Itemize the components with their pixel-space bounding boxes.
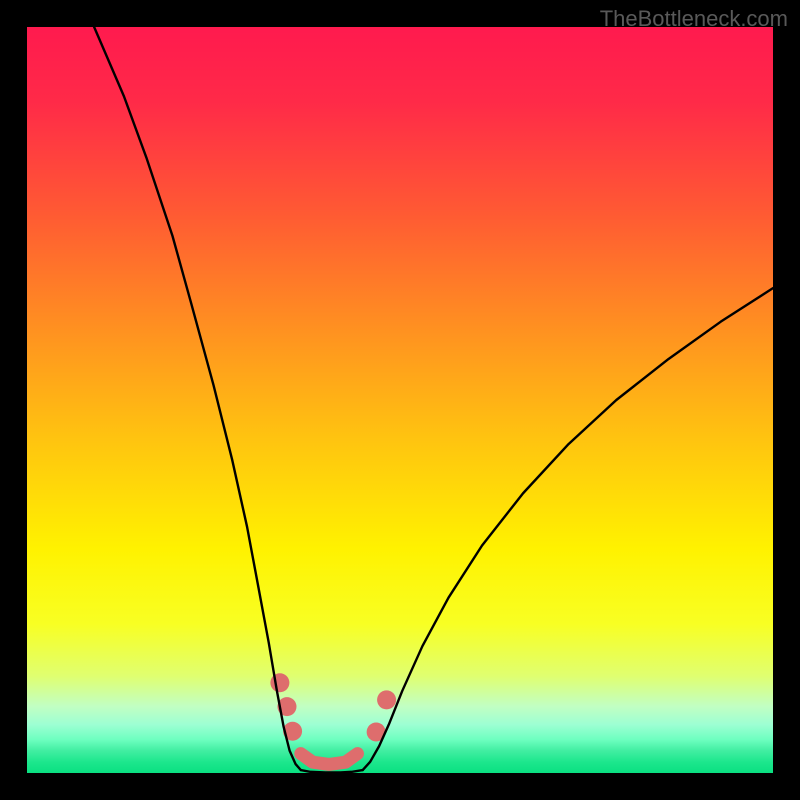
chart-container: TheBottleneck.com [0, 0, 800, 800]
plot-area [27, 27, 773, 773]
gradient-background [27, 27, 773, 773]
source-watermark: TheBottleneck.com [600, 6, 788, 32]
